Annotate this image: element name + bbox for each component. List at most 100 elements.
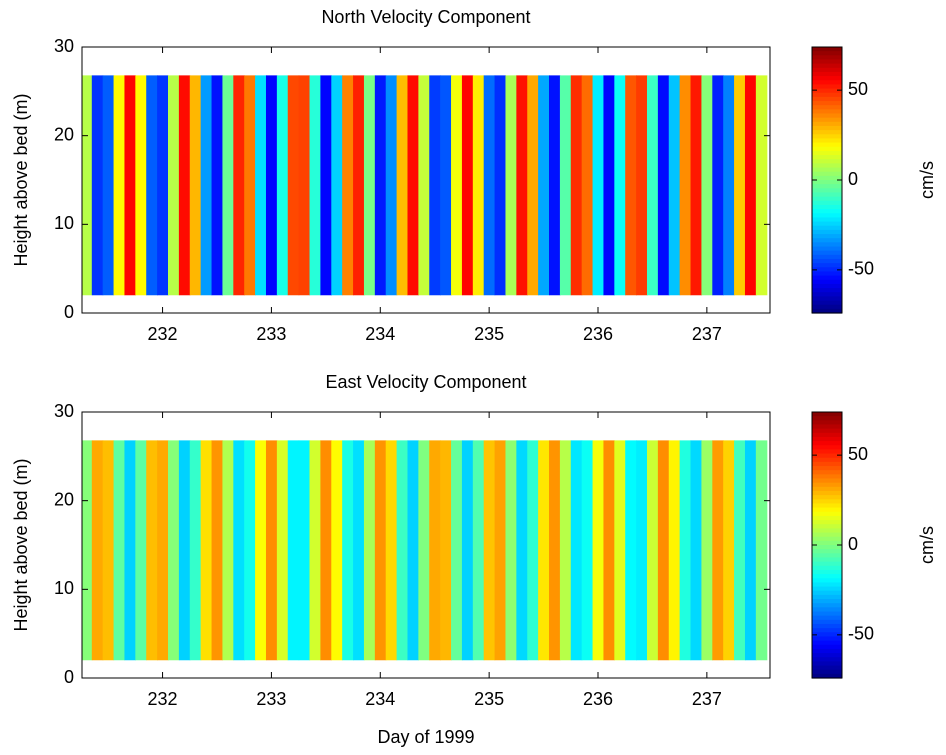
colorbar-swatch	[812, 574, 842, 579]
colorbar-tick-label: 50	[848, 79, 868, 99]
colorbar-swatch	[812, 628, 842, 633]
heat-cell	[429, 75, 441, 296]
heat-cell	[429, 440, 441, 661]
colorbar-swatch	[812, 271, 842, 277]
heat-cell	[331, 440, 343, 661]
colorbar-swatch	[812, 292, 842, 297]
heat-cell	[472, 440, 485, 661]
colorbar-swatch	[812, 673, 842, 679]
heat-cell	[418, 75, 430, 296]
heat-cell	[135, 440, 147, 661]
colorbar-swatch	[812, 490, 842, 496]
heat-cell	[374, 440, 387, 661]
heat-cell	[505, 440, 517, 661]
y-tick-label: 10	[54, 213, 74, 233]
heat-cell	[494, 440, 507, 661]
colorbar-swatch	[812, 308, 842, 314]
colorbar-swatch	[812, 653, 842, 658]
colorbar-swatch	[812, 565, 842, 571]
colorbar-swatch	[812, 283, 842, 289]
heat-cell	[363, 75, 376, 296]
heat-cell	[124, 440, 136, 661]
colorbar-swatch	[812, 482, 842, 488]
chart-title: East Velocity Component	[325, 372, 526, 392]
colorbar-swatch	[812, 549, 842, 554]
heat-cell	[440, 440, 452, 661]
heat-cell	[82, 75, 93, 296]
colorbar-swatch	[812, 578, 842, 584]
heat-cell	[592, 440, 605, 661]
heat-cell	[353, 440, 365, 661]
heat-cell	[755, 440, 768, 661]
colorbar-swatch	[812, 586, 842, 592]
heat-cell	[723, 440, 735, 661]
colorbar-swatch	[812, 67, 842, 73]
colorbar-swatch	[812, 607, 842, 613]
colorbar-swatch	[812, 117, 842, 123]
colorbar-swatch	[812, 55, 842, 61]
heat-cell	[113, 440, 126, 661]
colorbar-swatch	[812, 209, 842, 214]
colorbar-swatch	[812, 113, 842, 119]
heat-cell	[549, 440, 561, 661]
heat-cell	[211, 440, 224, 661]
heat-cell	[516, 75, 528, 296]
colorbar-swatch	[812, 657, 842, 662]
heat-cell	[102, 75, 115, 296]
heat-cell	[734, 75, 746, 296]
colorbar-swatch	[812, 105, 842, 110]
heat-cell	[233, 75, 245, 296]
heat-cell	[614, 75, 626, 296]
colorbar-swatch	[812, 623, 842, 629]
heat-cell	[734, 440, 746, 661]
heat-cell	[549, 75, 561, 296]
heat-cell	[157, 440, 169, 661]
colorbar-swatch	[812, 470, 842, 475]
colorbar-swatch	[812, 503, 842, 509]
heat-cell	[483, 75, 496, 296]
heat-cell	[679, 440, 692, 661]
heat-cell	[82, 440, 93, 661]
heat-cell	[342, 440, 354, 661]
heat-cell	[603, 440, 615, 661]
colorbar-swatch	[812, 159, 842, 164]
colorbar-swatch	[812, 142, 842, 148]
colorbar-swatch	[812, 92, 842, 98]
x-tick-label: 235	[474, 689, 504, 709]
x-tick-label: 232	[148, 689, 178, 709]
y-axis-label: Height above bed (m)	[11, 93, 31, 266]
y-tick-label: 20	[54, 489, 74, 509]
colorbar-swatch	[812, 495, 842, 500]
colorbar-swatch	[812, 200, 842, 206]
chart-title: North Velocity Component	[321, 7, 530, 27]
colorbar-swatch	[812, 594, 842, 600]
x-tick-label: 232	[148, 324, 178, 344]
heat-cell	[396, 440, 409, 661]
colorbar-swatch	[812, 63, 842, 69]
heat-cell	[353, 75, 365, 296]
colorbar-swatch	[812, 453, 842, 459]
heat-cell	[244, 75, 256, 296]
heat-cell	[494, 75, 507, 296]
colorbar-swatch	[812, 188, 842, 194]
colorbar-swatch	[812, 569, 842, 575]
colorbar-swatch	[812, 304, 842, 310]
colorbar-swatch	[812, 515, 842, 521]
x-tick-label: 237	[692, 689, 722, 709]
colorbar-swatch	[812, 545, 842, 550]
colorbar-swatch	[812, 590, 842, 596]
heat-cell	[168, 440, 180, 661]
heat-cell	[287, 440, 300, 661]
colorbar-swatch	[812, 457, 842, 463]
heat-cell	[146, 75, 158, 296]
colorbar-swatch	[812, 254, 842, 260]
colorbar-swatch	[812, 84, 842, 90]
heat-cell	[712, 440, 724, 661]
heat-cell	[309, 440, 322, 661]
colorbar-swatch	[812, 184, 842, 189]
heat-cell	[701, 440, 713, 661]
colorbar-swatch	[812, 428, 842, 434]
axes-frame	[81, 411, 771, 679]
x-tick-label: 236	[583, 324, 613, 344]
heat-cell	[690, 440, 703, 661]
